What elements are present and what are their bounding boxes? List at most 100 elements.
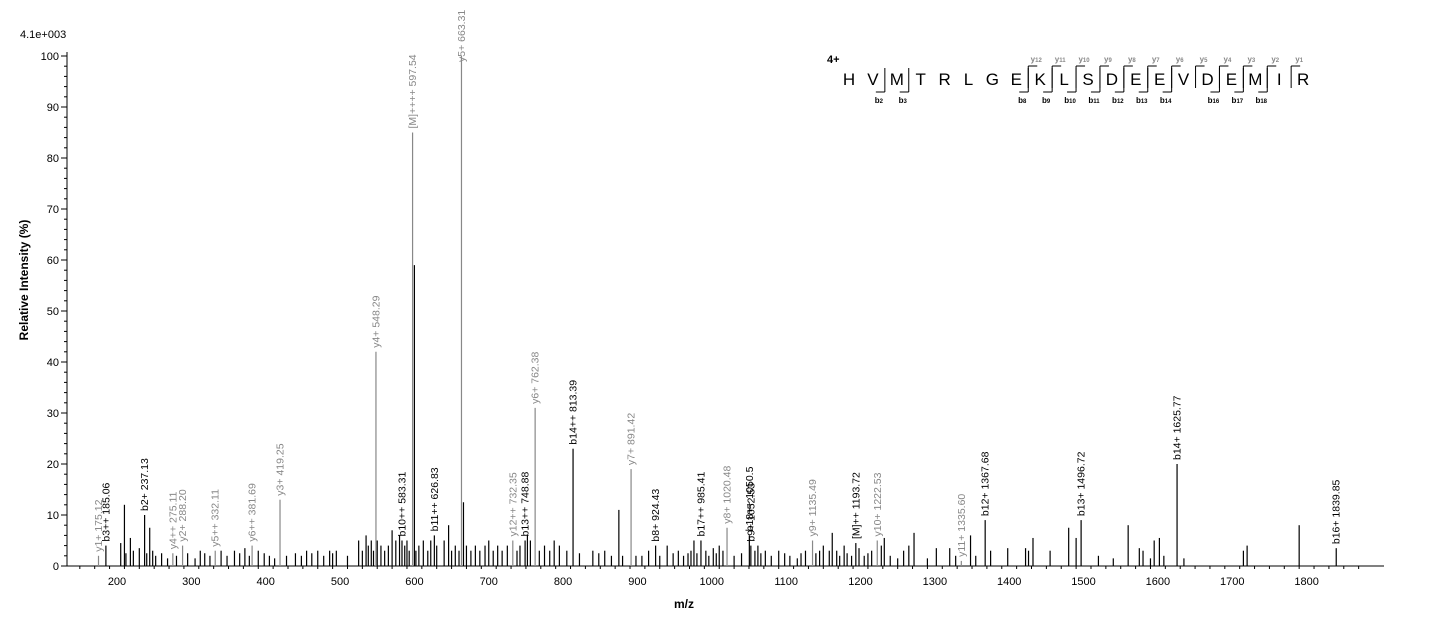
axes: 0 10 20 30 40 50 60 70 80 90 100 200 300 400 500 600 700… <box>41 51 1384 588</box>
sequence-residue: K <box>1035 70 1047 89</box>
b-ion-label: b16 <box>1208 96 1220 105</box>
peak-label: b18++ 1050.5 <box>744 466 756 531</box>
sequence-residue: I <box>1277 70 1282 89</box>
intensity-scale-label: 4.1e+003 <box>20 29 66 41</box>
peak-label: b10++ 583.31 <box>396 472 408 537</box>
y-ion-label: y3 <box>1247 55 1255 64</box>
sequence-residue: H <box>843 70 855 89</box>
y-tick-label: 100 <box>41 51 59 63</box>
x-axis-title: m/z <box>674 597 694 611</box>
sequence-residue: V <box>867 70 879 89</box>
sequence-residue: R <box>938 70 950 89</box>
x-tick-label: 700 <box>480 576 498 588</box>
sequence-residue: E <box>1130 70 1141 89</box>
b-ion-label: b11 <box>1088 96 1100 105</box>
b-ion-label: b9 <box>1042 96 1051 105</box>
charge-state: 4+ <box>827 54 840 66</box>
sequence-residue: M <box>1248 70 1262 89</box>
y-ion-label: y11 <box>1055 55 1066 64</box>
b-ion-label: b12 <box>1112 96 1124 105</box>
x-tick-label: 1300 <box>923 576 947 588</box>
y-ion-label: y6 <box>1176 55 1184 64</box>
sequence-residue: E <box>1154 70 1165 89</box>
x-tick-label: 200 <box>108 576 126 588</box>
y-tick-label: 30 <box>47 408 59 420</box>
x-tick-label: 1700 <box>1220 576 1244 588</box>
sequence-residue: D <box>1106 70 1118 89</box>
y-tick-label: 0 <box>53 561 59 573</box>
y-tick-label: 40 <box>47 357 59 369</box>
y-tick-label: 10 <box>47 510 59 522</box>
peak-label: b9+ 1052.53 <box>745 483 757 542</box>
peak-label: y9+ 1135.49 <box>807 479 819 536</box>
peak-label: y7+ 891.42 <box>626 413 638 465</box>
b-ion-label: b3 <box>899 96 908 105</box>
sequence-residue: E <box>1011 70 1022 89</box>
b-ion-label: b2 <box>875 96 884 105</box>
sequence-residue: D <box>1201 70 1213 89</box>
x-tick-label: 500 <box>331 576 349 588</box>
peak-label: y11+ 1335.60 <box>956 494 968 557</box>
b-ion-label: b10 <box>1064 96 1076 105</box>
peak-label: y5+ 663.31 <box>456 10 468 62</box>
peak-label: y6+ 762.38 <box>530 351 542 403</box>
b-ion-label: b13 <box>1136 96 1148 105</box>
peak-label: y10+ 1222.53 <box>872 472 884 536</box>
background-peaks <box>120 265 1300 566</box>
peak-label: b14++ 813.39 <box>568 380 580 445</box>
x-tick-label: 300 <box>182 576 200 588</box>
x-tick-label: 400 <box>257 576 275 588</box>
sequence-residue: T <box>916 70 926 89</box>
y-tick-label: 20 <box>47 459 59 471</box>
peak-label: b3++ 185.06 <box>100 482 112 541</box>
y-tick-label: 90 <box>47 102 59 114</box>
y-ion-label: y8 <box>1128 55 1136 64</box>
x-tick-label: 600 <box>405 576 423 588</box>
peak-label: y2+ 288.20 <box>177 489 189 541</box>
y-ion-label: y9 <box>1104 55 1112 64</box>
peak-label: b13+ 1496.72 <box>1076 451 1088 516</box>
peak-label: y12++ 732.35 <box>507 472 519 536</box>
b-ion-label: b18 <box>1255 96 1267 105</box>
sequence-residue: E <box>1226 70 1237 89</box>
b-ion-label: b17 <box>1232 96 1244 105</box>
y-ion-label: y5 <box>1200 55 1208 64</box>
y-tick-label: 80 <box>47 153 59 165</box>
y-axis-title: Relative Intensity (%) <box>17 220 31 341</box>
peak-label: b2+ 237.13 <box>139 458 151 511</box>
peak-label: b12+ 1367.68 <box>980 451 992 516</box>
x-tick-label: 1000 <box>700 576 724 588</box>
peak-label: b16+ 1839.85 <box>1331 479 1343 544</box>
x-tick-label: 1800 <box>1294 576 1318 588</box>
x-tick-label: 900 <box>628 576 646 588</box>
peak-label: y4++ 275.11 <box>167 491 179 549</box>
x-tick-label: 1500 <box>1071 576 1095 588</box>
y-ion-label: y2 <box>1271 55 1279 64</box>
x-tick-label: 1400 <box>997 576 1021 588</box>
x-tick-label: 1600 <box>1146 576 1170 588</box>
y-ion-label: y1 <box>1295 55 1303 64</box>
sequence-residue: S <box>1082 70 1093 89</box>
peak-label: y5++ 332.11 <box>210 489 222 547</box>
peak-label: b17++ 985.41 <box>695 472 707 537</box>
peak-label: y3+ 419.25 <box>275 443 287 495</box>
b-ion-label: b14 <box>1160 96 1172 105</box>
peak-label: y4+ 548.29 <box>370 295 382 347</box>
y-ion-label: y4 <box>1224 55 1232 64</box>
peak-label: b13++ 748.88 <box>520 472 532 537</box>
y-tick-label: 50 <box>47 306 59 318</box>
peak-label: b8+ 924.43 <box>650 489 662 542</box>
sequence-residue: R <box>1297 70 1309 89</box>
y-ion-label: y10 <box>1078 55 1090 64</box>
sequence-residue: L <box>964 70 973 89</box>
sequence-residue: L <box>1059 70 1068 89</box>
peak-label: b11++ 626.83 <box>429 467 441 531</box>
sequence-residue: M <box>890 70 904 89</box>
peak-label: b14+ 1625.77 <box>1172 395 1184 460</box>
peak-label: y1+ 175.12 <box>93 499 105 551</box>
sequence-residue: V <box>1178 70 1190 89</box>
b-ion-label: b8 <box>1018 96 1027 105</box>
